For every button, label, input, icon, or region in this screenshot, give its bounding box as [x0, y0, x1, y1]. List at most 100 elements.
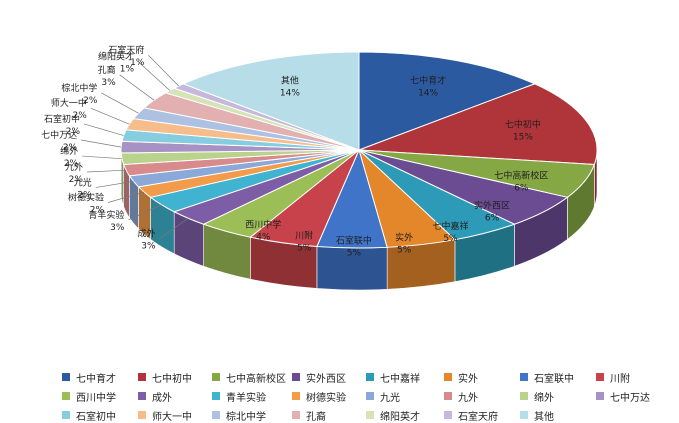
- legend-swatch: [366, 373, 374, 381]
- legend-label: 石室初中: [76, 408, 116, 423]
- legend-item: 七中育才: [62, 370, 116, 384]
- legend-label: 西川中学: [76, 389, 116, 404]
- legend-swatch: [292, 373, 300, 381]
- legend: 七中育才 七中初中 七中高新校区 实外西区 七中嘉祥 实外 石室联中 川附西川中学 成外 青羊实验…: [0, 362, 679, 422]
- legend-swatch: [444, 411, 452, 419]
- slice-value-label: 3%: [141, 242, 156, 252]
- leader-line: [148, 55, 178, 86]
- legend-swatch: [62, 411, 70, 419]
- slice-value-label: 15%: [513, 132, 533, 142]
- legend-item: 绵外: [520, 389, 554, 403]
- legend-item: 西川中学: [62, 389, 116, 403]
- slice-value-label: 14%: [280, 88, 300, 98]
- legend-swatch: [292, 392, 300, 400]
- slice-label: 七中嘉祥: [432, 220, 468, 232]
- legend-swatch: [596, 373, 604, 381]
- slice-value-label: 2%: [77, 191, 92, 201]
- slice-label: 孔裔: [98, 64, 116, 76]
- slice-label: 石室天府: [108, 44, 144, 56]
- legend-swatch: [138, 373, 146, 381]
- slice-value-label: 2%: [66, 127, 81, 137]
- slice-value-label: 5%: [297, 244, 312, 254]
- slice-label: 棕北中学: [61, 82, 97, 94]
- legend-label: 青羊实验: [226, 389, 266, 404]
- slice-label: 师大一中: [51, 97, 87, 109]
- leader-line: [101, 93, 138, 113]
- legend-label: 七中嘉祥: [380, 370, 420, 385]
- slice-value-label: 2%: [83, 96, 98, 106]
- legend-swatch: [212, 373, 220, 381]
- legend-label: 棕北中学: [226, 408, 266, 423]
- legend-label: 石室联中: [534, 370, 574, 385]
- legend-item: 实外: [444, 370, 478, 384]
- legend-swatch: [520, 411, 528, 419]
- legend-item: 棕北中学: [212, 408, 266, 422]
- slice-value-label: 5%: [443, 234, 458, 244]
- legend-label: 九外: [458, 389, 478, 404]
- legend-label: 七中育才: [76, 370, 116, 385]
- legend-label: 树德实验: [306, 389, 346, 404]
- slice-label: 成外: [138, 228, 156, 240]
- legend-label: 绵阳英才: [380, 408, 420, 423]
- leader-line: [120, 75, 154, 100]
- legend-label: 七中高新校区: [226, 370, 286, 385]
- slice-label: 实外西区: [474, 199, 510, 211]
- legend-item: 师大一中: [138, 408, 192, 422]
- slice-label: 西川中学: [245, 218, 281, 230]
- legend-item: 九光: [366, 389, 400, 403]
- legend-item: 七中初中: [138, 370, 192, 384]
- slice-label: 其他: [281, 74, 299, 86]
- slice-value-label: 6%: [485, 213, 500, 223]
- legend-item: 七中高新校区: [212, 370, 286, 384]
- legend-label: 实外: [458, 370, 478, 385]
- legend-label: 实外西区: [306, 370, 346, 385]
- legend-swatch: [596, 392, 604, 400]
- legend-item: 其他: [520, 408, 554, 422]
- pie-chart: 七中育才14%七中初中15%七中高新校区6%实外西区6%七中嘉祥5%实外5%石室…: [0, 0, 679, 362]
- legend-item: 九外: [444, 389, 478, 403]
- legend-swatch: [292, 411, 300, 419]
- legend-label: 其他: [534, 408, 554, 423]
- legend-item: 石室联中: [520, 370, 574, 384]
- slice-label: 实外: [395, 231, 413, 243]
- legend-item: 孔裔: [292, 408, 326, 422]
- legend-swatch: [520, 392, 528, 400]
- legend-swatch: [138, 411, 146, 419]
- slice-value-label: 3%: [101, 78, 116, 88]
- legend-swatch: [366, 392, 374, 400]
- legend-item: 川附: [596, 370, 630, 384]
- slice-value-label: 2%: [63, 143, 78, 153]
- leader-line: [91, 108, 130, 124]
- legend-label: 师大一中: [152, 408, 192, 423]
- legend-item: 绵阳英才: [366, 408, 420, 422]
- slice-value-label: 14%: [418, 88, 438, 98]
- legend-item: 石室天府: [444, 408, 498, 422]
- slice-label: 川附: [295, 230, 313, 242]
- slice-value-label: 5%: [347, 249, 362, 259]
- legend-label: 成外: [152, 389, 172, 404]
- legend-label: 七中初中: [152, 370, 192, 385]
- leader-line: [81, 140, 121, 147]
- slice-label: 七中初中: [505, 118, 541, 130]
- slice-value-label: 2%: [64, 159, 79, 169]
- leader-line: [82, 156, 122, 159]
- slice-value-label: 3%: [110, 223, 125, 233]
- legend-item: 成外: [138, 389, 172, 403]
- legend-swatch: [62, 373, 70, 381]
- legend-swatch: [62, 392, 70, 400]
- legend-item: 实外西区: [292, 370, 346, 384]
- legend-item: 树德实验: [292, 389, 346, 403]
- legend-label: 九光: [380, 389, 400, 404]
- legend-item: 七中嘉祥: [366, 370, 420, 384]
- legend-swatch: [444, 373, 452, 381]
- legend-item: 七中万达: [596, 389, 650, 403]
- leader-line: [87, 170, 126, 172]
- slice-label: 七中高新校区: [494, 170, 548, 182]
- slice-value-label: 1%: [130, 58, 145, 68]
- legend-label: 七中万达: [610, 389, 650, 404]
- legend-item: 石室初中: [62, 408, 116, 422]
- slice-label: 七中育才: [410, 74, 446, 86]
- legend-swatch: [366, 411, 374, 419]
- legend-swatch: [212, 411, 220, 419]
